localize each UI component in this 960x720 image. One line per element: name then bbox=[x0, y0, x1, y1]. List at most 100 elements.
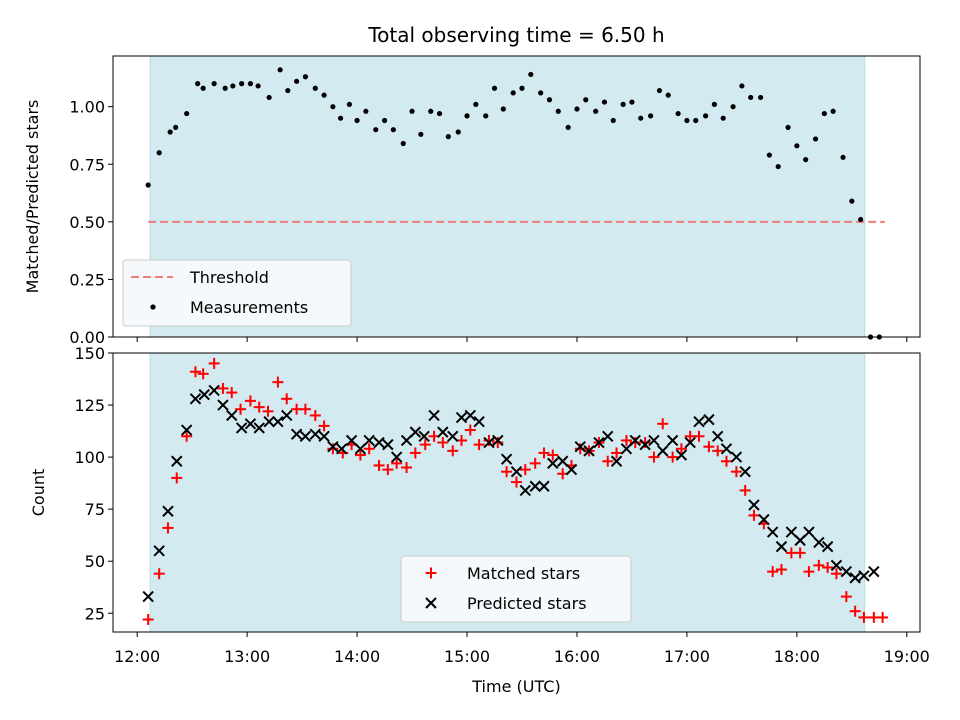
matched-star-point bbox=[354, 449, 366, 461]
bottom-x-tick-label: 16:00 bbox=[554, 647, 600, 666]
predicted-star-point bbox=[492, 434, 504, 447]
matched-star-point bbox=[409, 447, 421, 459]
measurement-point bbox=[757, 94, 764, 101]
measurement-point bbox=[239, 81, 245, 87]
measurement-point bbox=[739, 83, 745, 89]
measurement-point bbox=[684, 117, 690, 124]
matched-star-point bbox=[473, 439, 485, 451]
predicted-star-point bbox=[720, 443, 733, 455]
measurement-point bbox=[830, 108, 836, 114]
bottom-x-tick-label: 18:00 bbox=[774, 647, 820, 666]
matched-star-point bbox=[189, 366, 201, 378]
chart-title: Total observing time = 6.50 h bbox=[367, 23, 664, 47]
matched-star-point bbox=[620, 434, 632, 446]
bottom-x-ticks: 12:00 13:00 14:00 15:00 16:00 17:00 18:00 19:00 bbox=[114, 632, 930, 666]
matched-star-point bbox=[391, 457, 403, 469]
measurement-point bbox=[648, 113, 654, 119]
predicted-star-point bbox=[684, 436, 696, 449]
matched-star-point bbox=[877, 611, 889, 623]
measurement-point bbox=[255, 83, 261, 89]
predicted-star-point bbox=[281, 409, 293, 422]
matched-star-point bbox=[667, 451, 679, 463]
legend-matched-marker bbox=[425, 567, 437, 579]
predicted-star-point bbox=[785, 526, 798, 538]
bottom-y-tick-label: 100 bbox=[74, 448, 105, 467]
predicted-star-point bbox=[455, 411, 468, 424]
matched-star-point bbox=[739, 484, 751, 496]
matched-star-point bbox=[629, 437, 641, 449]
measurement-point bbox=[555, 108, 561, 114]
measurement-point bbox=[436, 110, 443, 117]
legend-measurements-label: Measurements bbox=[190, 298, 308, 317]
matched-star-point bbox=[492, 437, 504, 449]
matched-star-point bbox=[574, 443, 586, 455]
measurement-point bbox=[775, 163, 781, 170]
predicted-star-point bbox=[373, 436, 385, 449]
measurement-point bbox=[665, 92, 671, 98]
predicted-star-point bbox=[290, 428, 303, 440]
measurement-point bbox=[821, 110, 827, 117]
predicted-star-point bbox=[226, 409, 238, 422]
predicted-star-point bbox=[309, 428, 322, 440]
predicted-star-point bbox=[519, 484, 532, 497]
measurement-point bbox=[400, 140, 406, 147]
matched-star-point bbox=[464, 424, 476, 436]
measurement-point bbox=[145, 182, 151, 188]
measurement-point bbox=[610, 117, 616, 124]
measurement-point bbox=[858, 216, 864, 223]
measurement-point bbox=[230, 83, 236, 89]
predicted-star-point bbox=[794, 534, 806, 547]
measurement-point bbox=[565, 124, 571, 131]
predicted-star-point bbox=[198, 388, 210, 401]
matched-star-point bbox=[519, 464, 531, 476]
measurement-point bbox=[247, 81, 254, 87]
predicted-star-point bbox=[556, 455, 569, 467]
measurement-point bbox=[519, 85, 525, 91]
matched-star-point bbox=[363, 443, 375, 455]
matched-star-point bbox=[767, 566, 779, 578]
measurement-point bbox=[156, 150, 162, 156]
matched-star-point bbox=[197, 368, 209, 380]
measurement-point bbox=[354, 117, 360, 124]
matched-star-point bbox=[299, 403, 311, 415]
matched-star-point bbox=[840, 591, 852, 603]
matched-star-point bbox=[437, 437, 449, 449]
top-legend-box bbox=[122, 259, 352, 327]
bottom-y-tick-label: 75 bbox=[85, 500, 105, 519]
measurement-point bbox=[638, 115, 644, 121]
top-y-tick-label: 0.25 bbox=[69, 270, 105, 289]
measurement-point bbox=[491, 85, 498, 91]
predicted-star-point bbox=[363, 434, 375, 447]
predicted-star-point bbox=[253, 422, 265, 434]
measurement-point bbox=[184, 110, 190, 117]
predicted-star-point bbox=[703, 413, 715, 426]
bottom-x-tick-label: 12:00 bbox=[114, 647, 160, 666]
legend-predicted-swatch bbox=[425, 597, 437, 609]
predicted-star-point bbox=[189, 393, 202, 405]
top-y-ticks: 0.00 0.25 0.50 0.75 1.00 bbox=[69, 98, 113, 347]
predicted-star-point bbox=[849, 572, 861, 584]
matched-star-point bbox=[849, 605, 861, 617]
measurement-point bbox=[528, 71, 534, 78]
predicted-star-point bbox=[447, 430, 459, 442]
measurement-point bbox=[803, 157, 809, 163]
measurement-point bbox=[601, 99, 608, 105]
matched-star-point bbox=[483, 434, 495, 446]
measurement-point bbox=[785, 124, 791, 131]
bottom-axes-frame bbox=[112, 352, 921, 633]
matched-star-point bbox=[611, 447, 623, 459]
matched-star-point bbox=[639, 437, 651, 449]
bottom-y-ticks: 25 50 75 100 125 150 bbox=[74, 344, 113, 623]
predicted-star-point bbox=[244, 418, 257, 430]
matched-star-point bbox=[153, 568, 165, 580]
legend-matched-swatch bbox=[425, 567, 437, 579]
predicted-star-point bbox=[574, 440, 586, 453]
matched-star-point bbox=[244, 395, 256, 407]
measurement-point bbox=[840, 154, 846, 160]
matched-star-point bbox=[253, 401, 265, 413]
predicted-star-point bbox=[235, 422, 248, 434]
predicted-star-point bbox=[693, 416, 705, 428]
legend-matched-label: Matched stars bbox=[467, 564, 580, 583]
matched-star-point bbox=[794, 547, 806, 559]
measurement-point bbox=[500, 106, 506, 112]
